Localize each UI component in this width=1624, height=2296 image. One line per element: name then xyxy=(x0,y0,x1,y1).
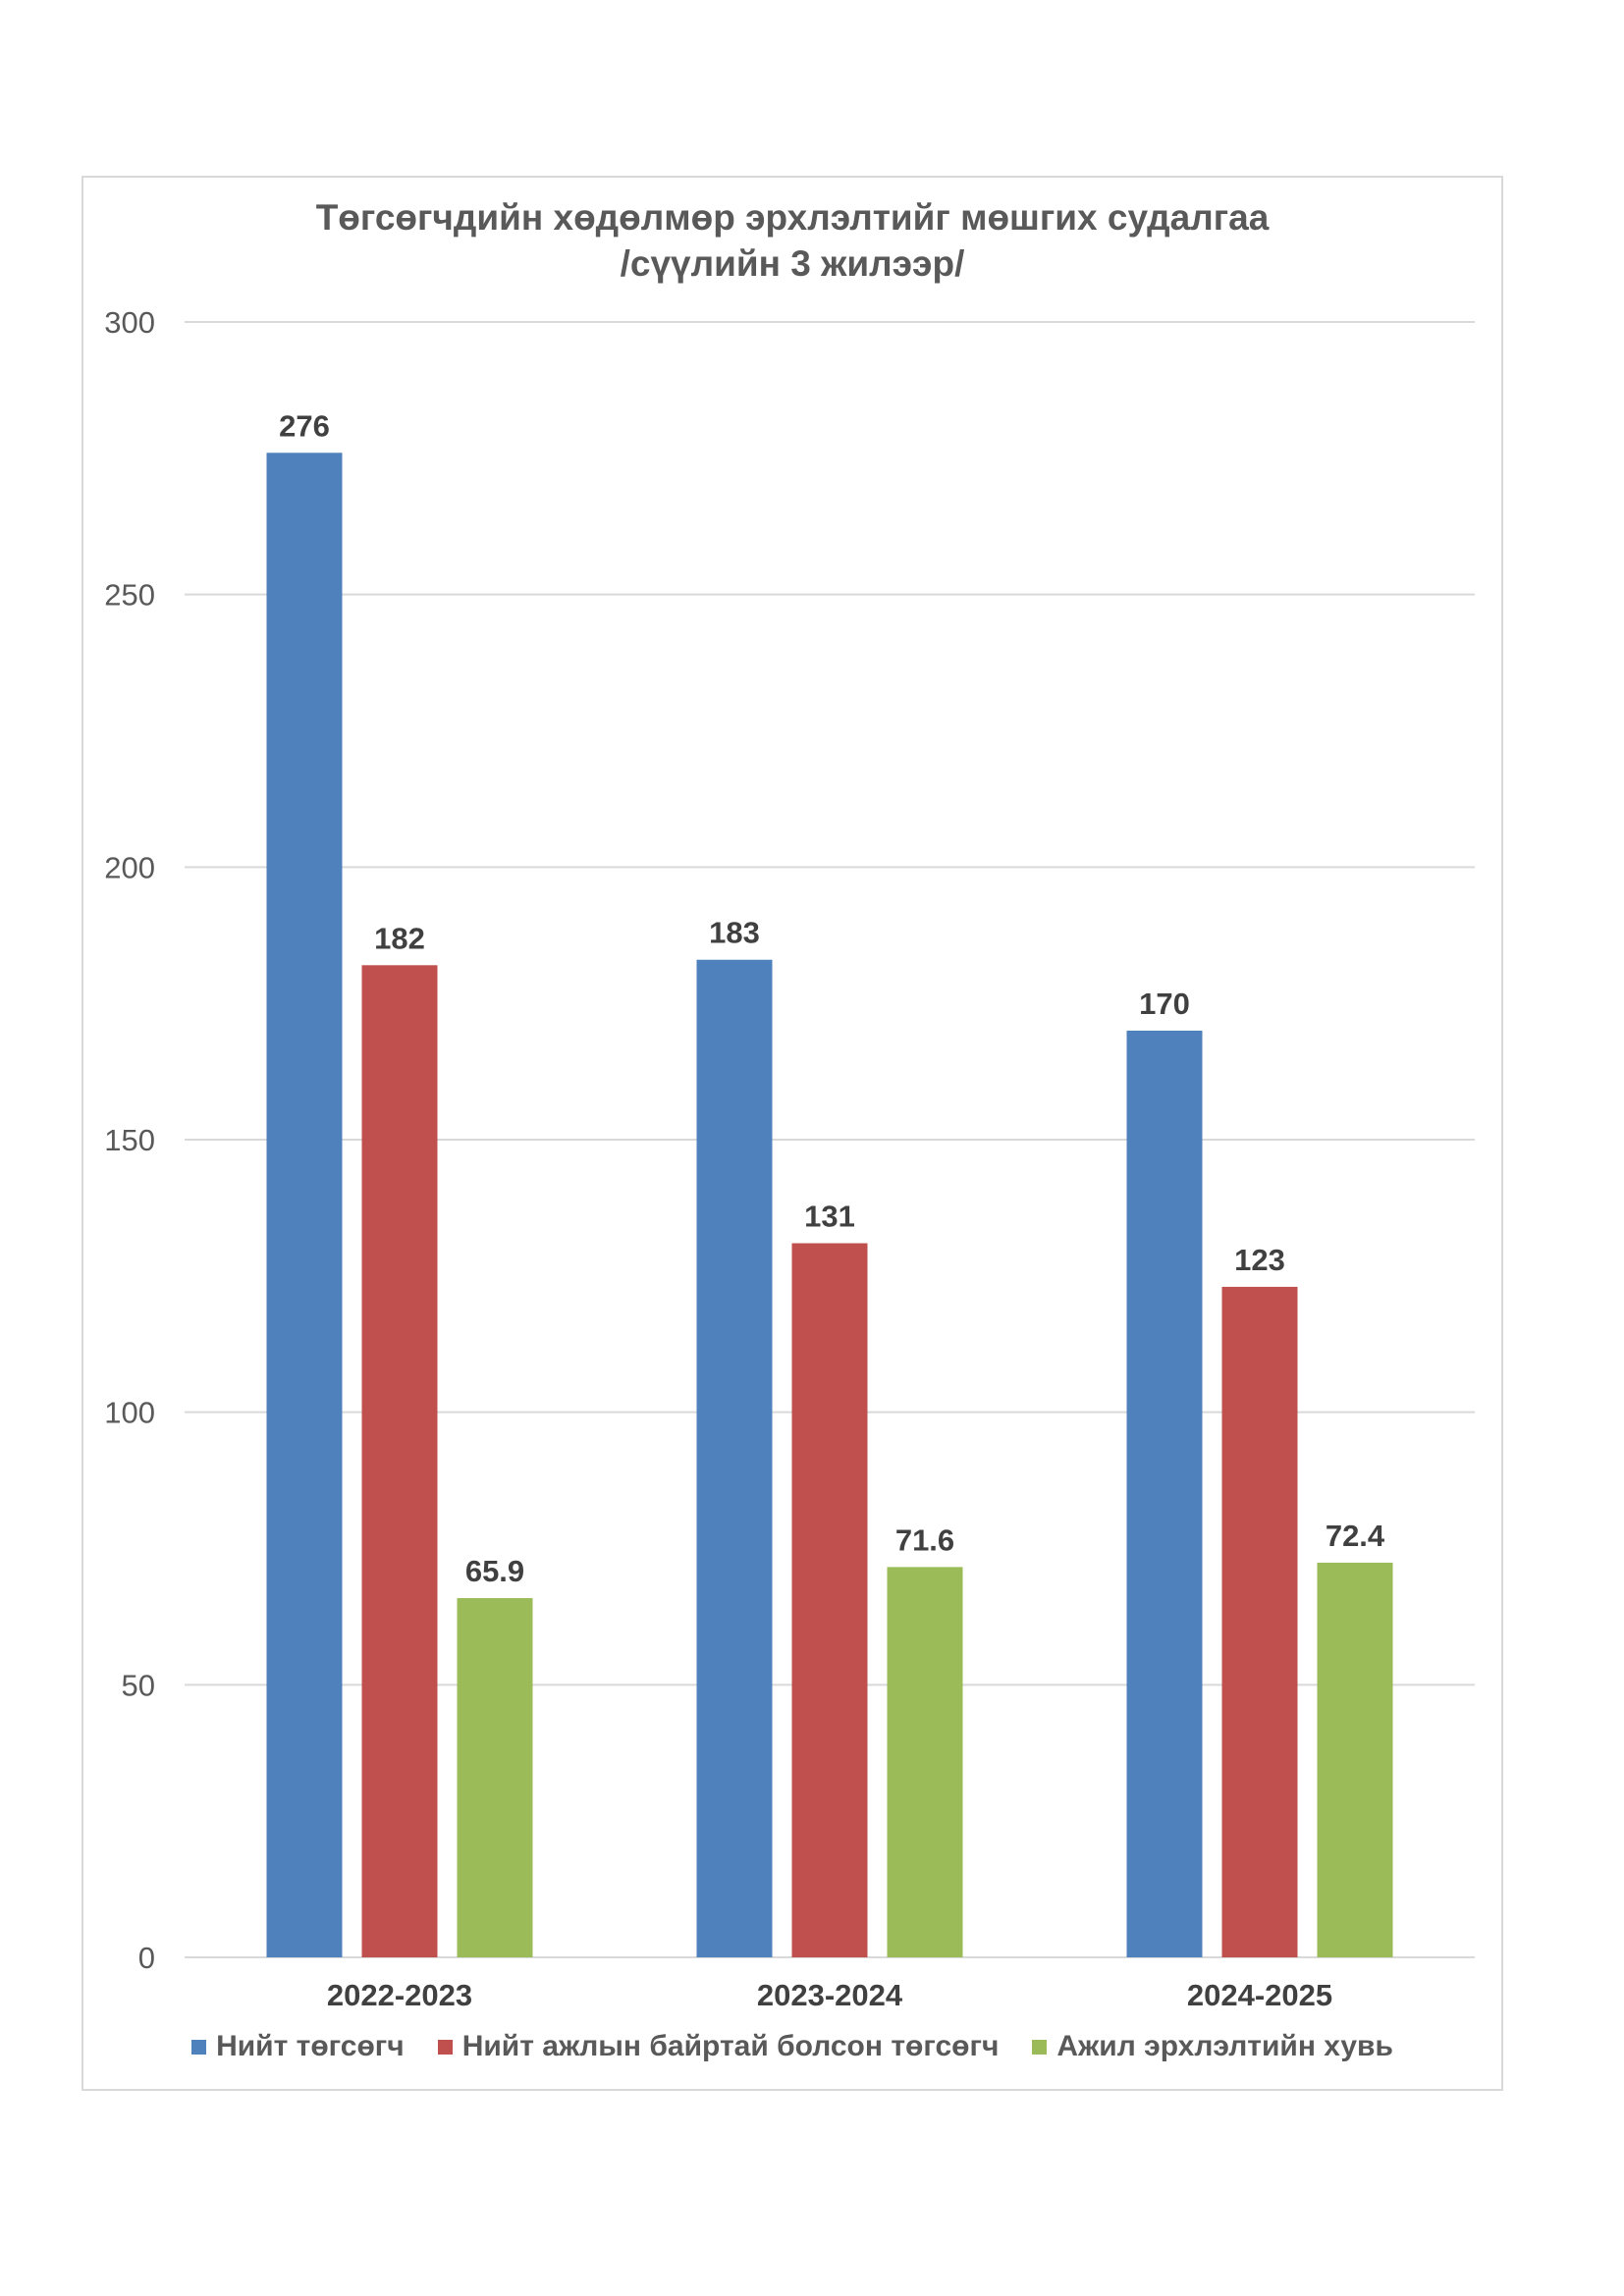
legend-item: Нийт ажлын байртай болсон төгсөгч xyxy=(437,2030,1000,2063)
data-label: 170 xyxy=(1139,987,1190,1021)
data-label: 131 xyxy=(804,1200,855,1234)
data-label: 276 xyxy=(279,408,330,443)
bar xyxy=(791,1243,868,1957)
bar xyxy=(1126,1030,1203,1957)
y-tick-label: 0 xyxy=(138,1941,155,1975)
y-tick-label: 250 xyxy=(104,578,155,613)
bar xyxy=(1221,1286,1298,1957)
chart-title-main: Төгсөгчдийн хөдөлмөр эрхлэлтийг мөшгих с… xyxy=(315,197,1270,238)
x-category-label: 2023-2024 xyxy=(757,1978,903,2012)
bar xyxy=(887,1567,963,1957)
legend-swatch xyxy=(1032,2039,1048,2055)
y-tick-label: 300 xyxy=(104,305,155,340)
data-label: 123 xyxy=(1234,1243,1285,1277)
bar xyxy=(266,453,343,1957)
data-label: 71.6 xyxy=(895,1522,954,1557)
bar xyxy=(457,1598,533,1957)
x-category-label: 2022-2023 xyxy=(327,1978,472,2012)
data-label: 65.9 xyxy=(465,1554,524,1588)
bars xyxy=(266,453,1393,1957)
x-axis-categories: 2022-2023 2023-2024 2024-2025 xyxy=(327,1978,1332,2012)
y-tick-label: 50 xyxy=(122,1668,155,1702)
bar xyxy=(361,965,438,1957)
chart-subtitle: /сүүлийн 3 жилээр/ xyxy=(620,243,965,284)
x-category-label: 2024-2025 xyxy=(1187,1978,1332,2012)
legend-label: Нийт төгсөгч xyxy=(216,2030,405,2062)
legend-swatch xyxy=(437,2039,453,2055)
y-tick-label: 100 xyxy=(104,1396,155,1430)
y-axis-ticks: 0 50 100 150 200 250 300 xyxy=(104,305,155,1975)
chart-legend: Нийт төгсөгч Нийт ажлын байртай болсон тө… xyxy=(81,2030,1503,2063)
bar xyxy=(696,959,773,1957)
legend-item: Нийт төгсөгч xyxy=(191,2030,405,2063)
legend-label: Ажил эрхлэлтийн хувь xyxy=(1056,2030,1393,2062)
y-tick-label: 200 xyxy=(104,850,155,884)
bar xyxy=(1317,1562,1393,1957)
y-tick-label: 150 xyxy=(104,1123,155,1157)
legend-label: Нийт ажлын байртай болсон төгсөгч xyxy=(461,2030,1000,2062)
legend-swatch xyxy=(191,2039,207,2055)
data-labels: 276 182 65.9 183 131 71.6 170 123 72.4 xyxy=(279,408,1385,1588)
data-label: 182 xyxy=(374,921,425,955)
data-label: 183 xyxy=(709,916,760,950)
legend-item: Ажил эрхлэлтийн хувь xyxy=(1032,2030,1393,2063)
data-label: 72.4 xyxy=(1326,1519,1385,1553)
chart-title: Төгсөгчдийн хөдөлмөр эрхлэлтийг мөшгих с… xyxy=(81,194,1503,287)
